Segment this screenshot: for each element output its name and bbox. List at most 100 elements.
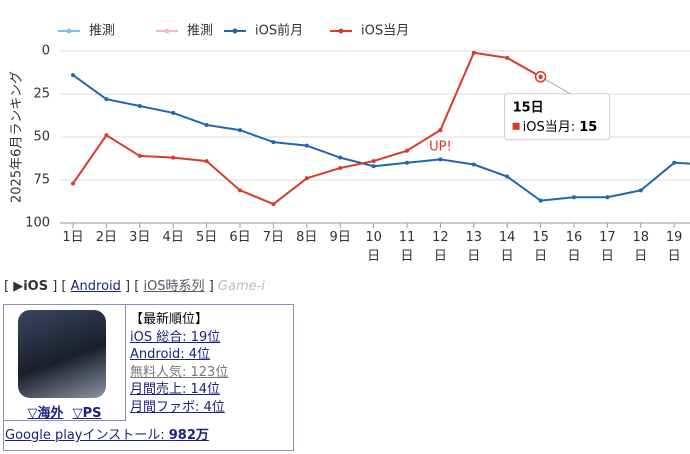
x-tick-label: 16日 [565,230,583,264]
app-icon [18,310,106,398]
series-line [72,51,542,206]
y-tick-label: 50 [33,130,50,145]
point [605,195,610,200]
point [271,140,276,145]
x-tick-label: 6日 [229,230,251,245]
icon-links: ▽海外 ▽PS [4,402,125,421]
y-tick-label: 0 [42,44,50,59]
y-axis-label: 2025年6月ランキング [10,71,25,203]
x-tick-label: 7日 [262,230,285,245]
x-tick-label: 1日 [62,230,84,245]
point [538,198,543,203]
x-tick-label: 4日 [162,230,184,245]
rank-cell: 【最新順位】 iOS 総合: 19位 Android: 4位 無料人気: 123… [130,311,228,416]
nav-gamei: Game-i [217,279,265,294]
install-value: 982万 [168,428,209,443]
rank-link[interactable]: 無料人気: 123位 [130,364,229,380]
point [371,164,376,169]
link-overseas[interactable]: ▽海外 [27,406,64,421]
nav-android[interactable]: Android [70,279,121,294]
point [405,160,409,165]
legend-dot [66,28,72,34]
point [672,160,677,165]
point [438,128,443,133]
point [471,50,476,55]
install-link[interactable]: Google playインストール: 982万 [5,428,209,443]
tooltip-title: 15日 [513,100,544,115]
tooltip-body: iOS当月: 15 [523,119,598,134]
legend-label: iOS前月 [255,23,303,39]
chart: 2025年6月ランキング 0 25 50 75 100 推測 推測 iOS前月 iOS当月 UP!… [10,23,690,231]
point [371,159,376,164]
point [171,110,176,115]
tooltip [504,93,611,141]
nav-ios[interactable]: ▶iOS [13,279,49,294]
link-ps[interactable]: ▽PS [72,406,102,421]
point [505,55,510,60]
point [304,143,309,148]
point [204,122,209,127]
x-tick-label: 2日 [95,230,118,245]
nav: [ ▶iOS ] [ Android ] [ iOS時系列 ] Game-i [4,279,265,294]
point [405,148,409,153]
x-tick-label: 11日 [398,230,416,264]
x-tick-label: 10日 [365,230,382,264]
series-line [72,74,690,202]
x-tick-label: 12日 [432,230,449,264]
point [171,155,176,160]
point [471,162,476,167]
point [137,153,142,158]
point [505,174,510,179]
nav-ios-series[interactable]: iOS時系列 [143,279,205,294]
tooltip-series: iOS当月 [523,119,571,134]
x-tick-label: 13日 [465,230,483,264]
point [71,73,75,78]
rank-link[interactable]: 月間売上: 14位 [130,382,221,397]
tooltip-value: 15 [579,119,597,134]
x-tick-label: 5日 [195,230,218,245]
install-row: Google playインストール: 982万 [4,421,294,450]
point [638,188,643,193]
point [238,128,242,133]
legend-dot [338,28,344,34]
point [238,188,242,193]
x-tick-label: 3日 [129,230,151,245]
rank-link[interactable]: iOS 総合: 19位 [130,329,221,345]
rank-link[interactable]: Android: 4位 [130,347,211,362]
point [338,155,343,160]
y-tick-label: 75 [33,173,50,188]
tooltip-sep: : [571,119,580,134]
rank-heading: 【最新順位】 [130,312,209,327]
point [204,159,209,164]
legend-label: iOS当月 [361,24,409,39]
point [271,202,276,207]
info-box: ▽海外 ▽PS 【最新順位】 iOS 総合: 19位 Android: 4位 無… [3,304,294,451]
y-tick-label: 100 [25,216,50,231]
x-tick-label: 18日 [632,230,650,264]
point [71,181,75,186]
x-tick-label: 17日 [599,230,616,264]
point [304,176,309,181]
point [438,157,443,162]
x-tick-label: 9日 [329,230,351,245]
point [104,97,109,102]
point [572,195,576,200]
annotation: UP! [429,140,452,155]
x-tick-label: 14日 [498,230,516,264]
icon-cell: ▽海外 ▽PS [4,305,126,421]
point [137,104,142,109]
highlight-dot [538,74,543,80]
x-tick-label: 8日 [296,230,318,245]
point [104,133,109,138]
y-tick-label: 25 [33,87,50,102]
x-tick-label: 19日 [665,230,683,264]
legend-dot [164,28,170,34]
tooltip-swatch [512,122,520,130]
x-tick-label: 15日 [532,230,549,264]
rank-link[interactable]: 月間ファボ: 4位 [130,399,225,415]
legend-dot [232,28,238,34]
install-label: Google playインストール: [5,428,165,443]
point [338,165,343,170]
legend-label: 推測 [89,24,115,39]
